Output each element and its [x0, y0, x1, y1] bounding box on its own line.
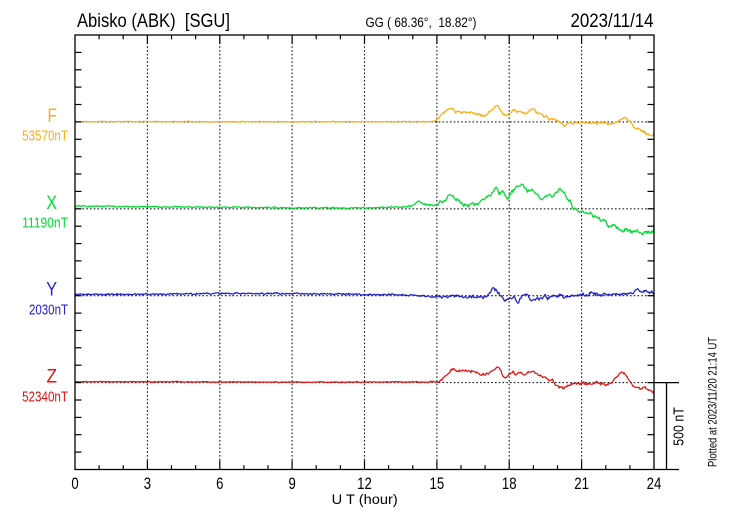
svg-text:2030nT: 2030nT	[29, 303, 68, 319]
svg-text:53570nT: 53570nT	[22, 129, 68, 145]
svg-text:Z: Z	[47, 366, 58, 388]
svg-text:9: 9	[288, 475, 295, 493]
svg-text:500 nT: 500 nT	[671, 407, 688, 446]
svg-text:2023/11/14: 2023/11/14	[571, 11, 654, 32]
svg-text:GG ( 68.36°, 18.82°): GG ( 68.36°, 18.82°)	[366, 15, 477, 30]
svg-text:18: 18	[502, 475, 517, 493]
svg-text:Plotted at 2023/11/20 21:14 UT: Plotted at 2023/11/20 21:14 UT	[706, 336, 720, 467]
svg-text:0: 0	[71, 475, 78, 493]
svg-text:Y: Y	[46, 279, 57, 301]
svg-text:3: 3	[144, 475, 151, 493]
svg-text:52340nT: 52340nT	[22, 389, 68, 405]
svg-text:11190nT: 11190nT	[22, 216, 68, 232]
svg-text:21: 21	[574, 475, 589, 493]
svg-text:24: 24	[647, 475, 662, 493]
svg-text:12: 12	[357, 475, 372, 493]
svg-text:F: F	[48, 105, 58, 127]
svg-text:X: X	[46, 192, 57, 214]
svg-text:Abisko (ABK) [SGU]: Abisko (ABK) [SGU]	[77, 11, 230, 32]
svg-text:15: 15	[430, 475, 445, 493]
svg-text:6: 6	[216, 475, 223, 493]
svg-text:U T (hour): U T (hour)	[332, 492, 398, 507]
